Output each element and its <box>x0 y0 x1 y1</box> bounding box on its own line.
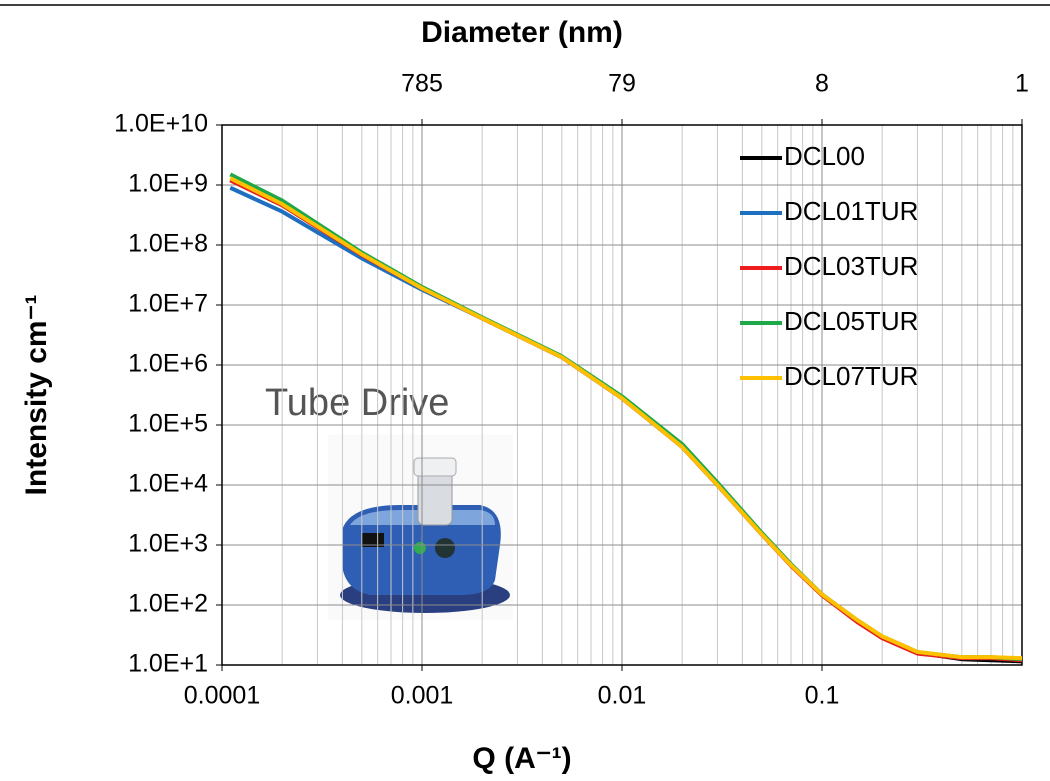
x-tick-label: 0.001 <box>391 682 454 710</box>
y-tick-label: 1.0E+9 <box>128 170 208 198</box>
x2-tick-label: 8 <box>815 70 829 98</box>
y-tick-label: 1.0E+7 <box>128 290 208 318</box>
y-axis-title: Intensity cm⁻¹ <box>20 295 53 496</box>
plot-frame <box>221 124 1023 666</box>
annotation: Tube Drive <box>265 382 449 424</box>
legend-label: DCL07TUR <box>784 361 918 391</box>
tube-cap <box>413 457 457 477</box>
x-tick-label: 0.01 <box>598 682 647 710</box>
y-tick-label: 1.0E+8 <box>128 230 208 258</box>
x-tick-label: 0.1 <box>805 682 840 710</box>
y-tick-label: 1.0E+1 <box>128 650 208 678</box>
device-button <box>414 542 426 554</box>
y-tick-label: 1.0E+2 <box>128 590 208 618</box>
device-knob <box>435 538 455 558</box>
x2-axis-title: Diameter (nm) <box>421 16 623 49</box>
tube <box>417 469 453 526</box>
legend-label: DCL05TUR <box>784 306 918 336</box>
legend-label: DCL01TUR <box>784 196 918 226</box>
legend-label: DCL00 <box>784 141 865 171</box>
x2-tick-label: 785 <box>401 70 443 98</box>
device-display <box>362 533 384 547</box>
x-tick-label: 0.0001 <box>184 682 260 710</box>
y-tick-label: 1.0E+4 <box>128 470 208 498</box>
x-axis-title: Q (A⁻¹) <box>472 742 571 775</box>
y-tick-label: 1.0E+6 <box>128 350 208 378</box>
y-tick-label: 1.0E+3 <box>128 530 208 558</box>
y-tick-label: 1.0E+5 <box>128 410 208 438</box>
series-line <box>229 176 1023 661</box>
x2-tick-label: 1 <box>1015 70 1029 98</box>
x2-tick-label: 79 <box>608 70 636 98</box>
legend-label: DCL03TUR <box>784 251 918 281</box>
photo <box>328 435 513 620</box>
y-tick-label: 1.0E+10 <box>114 110 208 138</box>
